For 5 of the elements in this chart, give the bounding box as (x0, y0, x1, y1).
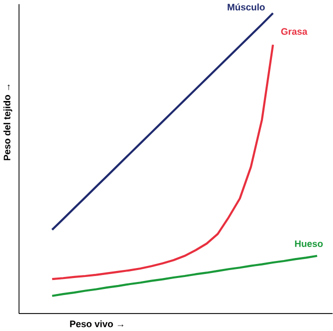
series-label: Hueso (295, 240, 323, 248)
y-axis-title: Peso del tejido → (3, 84, 12, 160)
series-label: Músculo (228, 4, 265, 11)
x-axis-title: Peso vivo → (70, 320, 124, 328)
series-label: Grasa (281, 28, 308, 35)
